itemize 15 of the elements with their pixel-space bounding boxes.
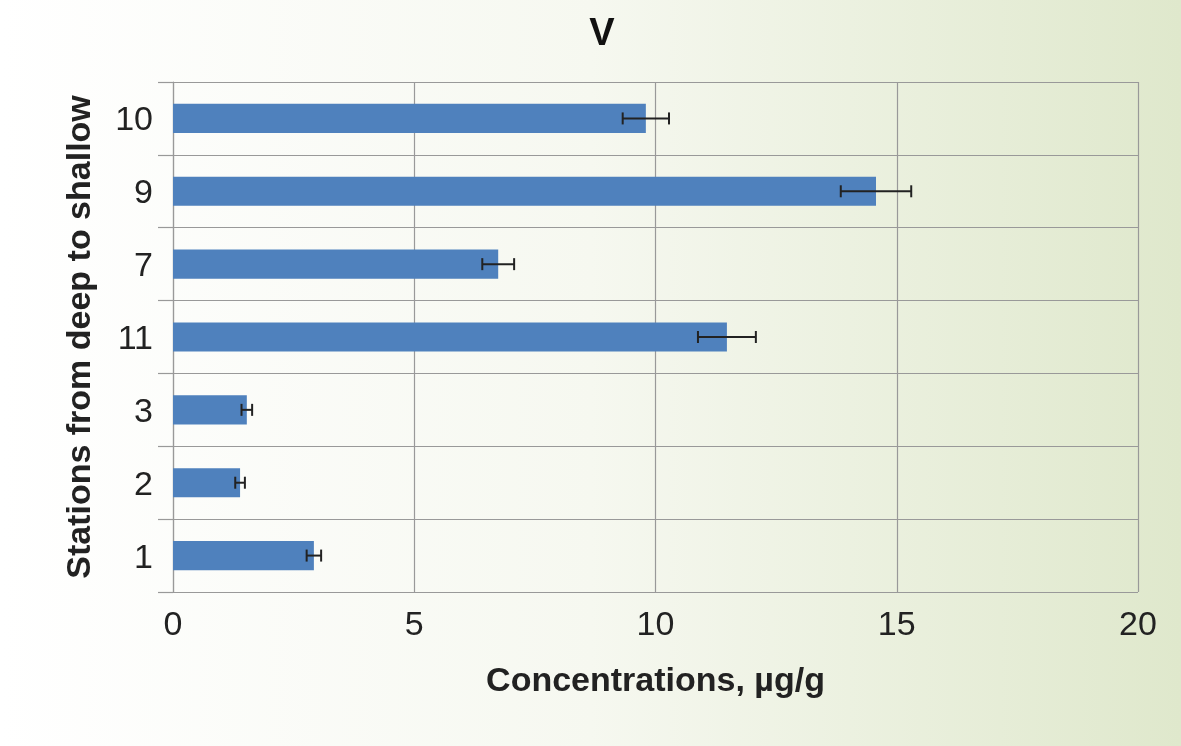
x-tick-label: 10 — [636, 604, 675, 642]
y-tick-label: 2 — [134, 463, 153, 502]
y-tick-label: 9 — [134, 172, 153, 211]
y-axis-title: Stations from deep to shallow — [59, 94, 97, 579]
x-tick-label: 15 — [877, 604, 916, 642]
chart-title: V — [589, 11, 616, 53]
y-tick-label: 11 — [117, 318, 153, 356]
y-tick-label: 3 — [134, 390, 153, 429]
y-tick-label: 7 — [134, 245, 153, 284]
x-tick-label: 20 — [1119, 604, 1157, 642]
x-axis-title: Concentrations, µg/g — [486, 660, 825, 698]
x-tick-label: 5 — [404, 604, 424, 642]
x-tick-label: 0 — [163, 604, 183, 642]
y-tick-label: 10 — [115, 99, 153, 138]
y-tick-label: 1 — [134, 536, 153, 575]
